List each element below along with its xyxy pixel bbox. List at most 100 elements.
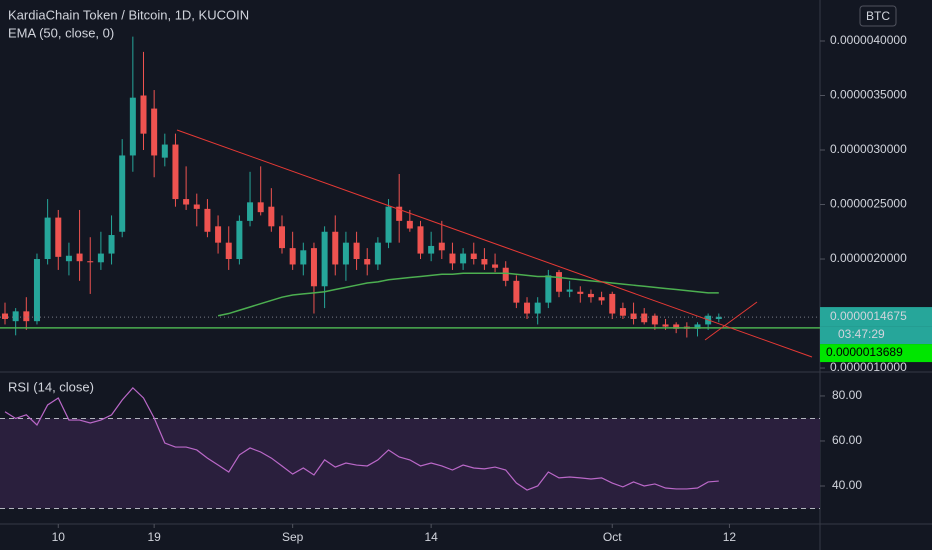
candle-body (183, 199, 190, 205)
candle-body (193, 204, 200, 209)
candle-body (278, 226, 285, 249)
candle-body (492, 264, 499, 268)
candle-body (140, 95, 147, 134)
candle-body (44, 217, 51, 260)
rsi-title: RSI (14, close) (8, 379, 94, 394)
candle-body (108, 235, 115, 254)
candle-body (609, 293, 616, 314)
candle-body (204, 208, 211, 232)
chart-title: KardiaChain Token / Bitcoin, 1D, KUCOIN (8, 7, 249, 22)
candle-body (97, 253, 104, 263)
candle-body (577, 291, 584, 294)
candle-body (257, 202, 264, 213)
y-tick-label: 0.0000030000 (830, 142, 907, 156)
candle-body (396, 206, 403, 221)
candle-body (23, 311, 30, 322)
y-tick-label: 40.00 (832, 478, 862, 492)
candle-body (161, 144, 168, 158)
candle-body (406, 220, 413, 229)
candle-body (87, 261, 94, 263)
countdown-label: 03:47:29 (838, 327, 885, 341)
trend-line (704, 301, 758, 341)
candle-body (555, 272, 562, 292)
candle-body (289, 248, 296, 265)
rsi-line (4, 386, 719, 491)
labels: 0.0000010000 0.0000020000 0.0000025000 0.00… (52, 33, 932, 544)
candle-body (215, 226, 222, 243)
y-tick-label: 0.0000020000 (830, 251, 907, 265)
candle-body (545, 275, 552, 303)
candle-body (502, 267, 509, 281)
candle-body (694, 324, 701, 329)
candle-body (715, 316, 722, 319)
indicator-label: EMA (50, close, 0) (8, 25, 114, 40)
candle-body (119, 155, 126, 232)
candle-body (438, 242, 445, 251)
y-tick-label: 0.0000035000 (830, 88, 907, 102)
trend-line (176, 129, 813, 358)
band-fill (0, 418, 820, 509)
y-tick-label: 60.00 (832, 433, 862, 447)
candle-body (65, 255, 72, 262)
hline-box (820, 344, 932, 363)
candle-body (12, 311, 19, 322)
countdown-box (820, 326, 932, 345)
y-tick-label: 80.00 (832, 388, 862, 402)
candle-body (481, 259, 488, 265)
y-tick-label: 0.0000040000 (830, 33, 907, 47)
last-price-box (820, 307, 932, 327)
candle-body (2, 313, 9, 319)
candle-body (449, 253, 456, 264)
candle-body (524, 302, 531, 314)
candle-body (353, 242, 360, 260)
candle-body (534, 302, 541, 314)
currency-button[interactable] (859, 5, 897, 27)
candle-body (321, 231, 328, 287)
candle-body (619, 308, 626, 316)
candle-body (151, 108, 158, 156)
candle-body (470, 253, 477, 260)
candle-body (651, 315, 658, 325)
candle-body (236, 220, 243, 260)
candle-body (587, 293, 594, 298)
x-tick-label: 10 (52, 530, 66, 544)
x-tick-label: Oct (603, 530, 622, 544)
ema-line (217, 272, 719, 317)
candle-body (428, 245, 435, 254)
currency-label[interactable]: BTC (866, 9, 890, 23)
candle-body (332, 231, 339, 265)
candle-body (268, 206, 275, 227)
y-tick-label: 0.0000025000 (830, 197, 907, 211)
candle-body (247, 202, 254, 221)
candle-body (374, 242, 381, 265)
candle-body (33, 259, 40, 322)
candle-body (76, 253, 83, 262)
candle-body (300, 250, 307, 265)
candle-body (225, 242, 232, 260)
rsi-pane (0, 386, 825, 528)
candle-body (566, 289, 573, 292)
candle-body (513, 280, 520, 303)
candle-body (641, 313, 648, 323)
price-pane (0, 36, 825, 369)
candle-body (364, 259, 371, 265)
candle-body (129, 97, 136, 156)
y-tick-label: 0.0000010000 (830, 360, 907, 374)
x-tick-label: Sep (282, 530, 304, 544)
x-tick-label: 12 (723, 530, 737, 544)
candle-body (662, 324, 669, 327)
candle-body (417, 226, 424, 254)
candle-body (310, 248, 317, 287)
candle-body (630, 313, 637, 319)
candle-body (385, 206, 392, 243)
candle-body (55, 217, 62, 257)
hline-label: 0.0000013689 (826, 345, 903, 359)
x-tick-label: 14 (424, 530, 438, 544)
candle-body (342, 242, 349, 265)
candle-body (673, 324, 680, 329)
candle-body (172, 144, 179, 200)
last-price-label: 0.0000014675 (830, 309, 907, 323)
x-tick-label: 19 (147, 530, 161, 544)
